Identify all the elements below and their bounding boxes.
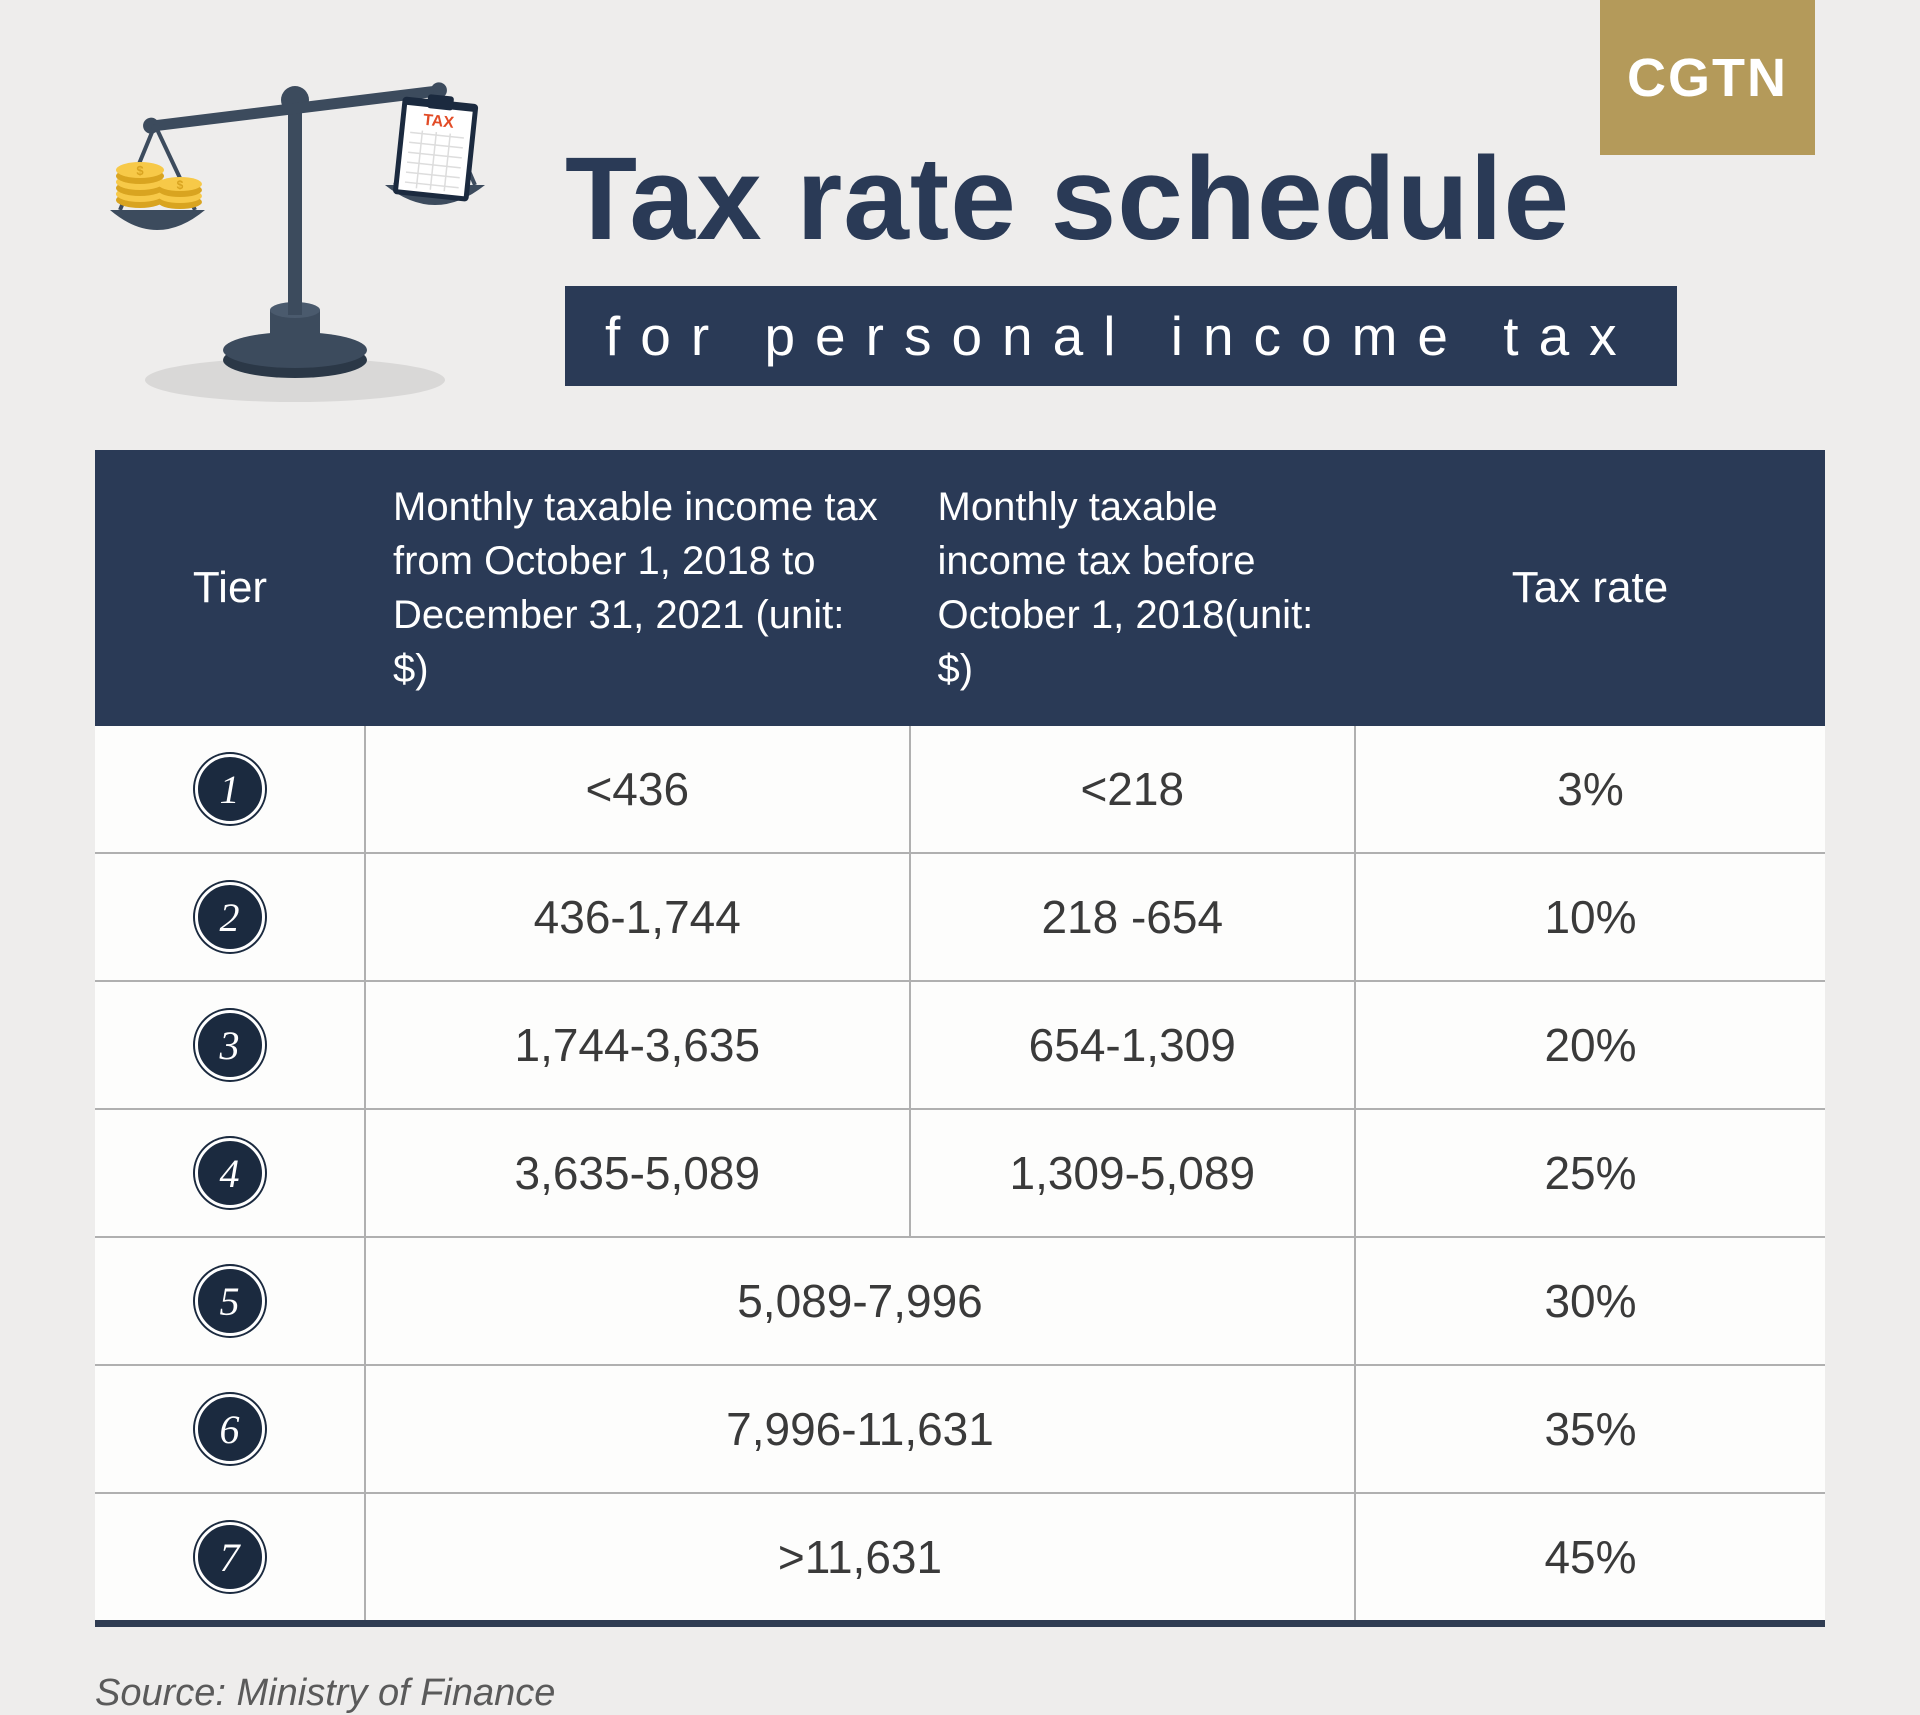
tier-badge: 7 [195, 1522, 265, 1592]
rate-cell: 10% [1355, 853, 1825, 981]
tier-badge: 3 [195, 1010, 265, 1080]
col-income-old: Monthly taxable income tax before Octobe… [910, 450, 1355, 726]
col-rate: Tax rate [1355, 450, 1825, 726]
balance-scale-icon: $ $ TAX [95, 50, 525, 410]
table-row: 4 3,635-5,0891,309-5,08925% [95, 1109, 1825, 1237]
tier-cell: 7 [95, 1493, 365, 1624]
income-new-cell: <436 [365, 726, 910, 853]
tier-badge: 5 [195, 1266, 265, 1336]
table-header-row: Tier Monthly taxable income tax from Oct… [95, 450, 1825, 726]
rate-cell: 20% [1355, 981, 1825, 1109]
table-row: 1 <436<2183% [95, 726, 1825, 853]
tier-cell: 6 [95, 1365, 365, 1493]
col-income-new: Monthly taxable income tax from October … [365, 450, 910, 726]
brand-badge: CGTN [1600, 0, 1815, 155]
tier-badge: 4 [195, 1138, 265, 1208]
rate-cell: 35% [1355, 1365, 1825, 1493]
rate-cell: 45% [1355, 1493, 1825, 1624]
svg-text:$: $ [136, 163, 144, 178]
income-old-cell: 218 -654 [910, 853, 1355, 981]
income-old-cell: 654-1,309 [910, 981, 1355, 1109]
tax-label-icon: TAX [422, 112, 455, 132]
income-old-cell: <218 [910, 726, 1355, 853]
income-merged-cell: >11,631 [365, 1493, 1355, 1624]
table-row: 3 1,744-3,635654-1,30920% [95, 981, 1825, 1109]
rate-cell: 3% [1355, 726, 1825, 853]
income-new-cell: 3,635-5,089 [365, 1109, 910, 1237]
tax-rate-table: Tier Monthly taxable income tax from Oct… [95, 450, 1825, 1627]
table-row: 6 7,996-11,63135% [95, 1365, 1825, 1493]
rate-cell: 25% [1355, 1109, 1825, 1237]
header: $ $ TAX Tax rate sch [95, 50, 1825, 410]
source-attribution: Source: Ministry of Finance [95, 1672, 1825, 1715]
table-row: 5 5,089-7,99630% [95, 1237, 1825, 1365]
table-row: 2 436-1,744218 -65410% [95, 853, 1825, 981]
tier-cell: 2 [95, 853, 365, 981]
svg-text:$: $ [177, 178, 184, 192]
table-body: 1 <436<2183% 2 436-1,744218 -65410% 3 1,744-3… [95, 726, 1825, 1624]
tier-badge: 6 [195, 1394, 265, 1464]
subtitle: for personal income tax [565, 286, 1677, 386]
tier-cell: 1 [95, 726, 365, 853]
tier-badge: 2 [195, 882, 265, 952]
page-title: Tax rate schedule [565, 140, 1677, 258]
income-new-cell: 436-1,744 [365, 853, 910, 981]
rate-cell: 30% [1355, 1237, 1825, 1365]
tier-cell: 3 [95, 981, 365, 1109]
income-merged-cell: 7,996-11,631 [365, 1365, 1355, 1493]
col-tier: Tier [95, 450, 365, 726]
table-row: 7 >11,63145% [95, 1493, 1825, 1624]
title-block: Tax rate schedule for personal income ta… [565, 140, 1677, 386]
tier-cell: 5 [95, 1237, 365, 1365]
tier-badge: 1 [195, 754, 265, 824]
income-new-cell: 1,744-3,635 [365, 981, 910, 1109]
tier-cell: 4 [95, 1109, 365, 1237]
income-merged-cell: 5,089-7,996 [365, 1237, 1355, 1365]
income-old-cell: 1,309-5,089 [910, 1109, 1355, 1237]
